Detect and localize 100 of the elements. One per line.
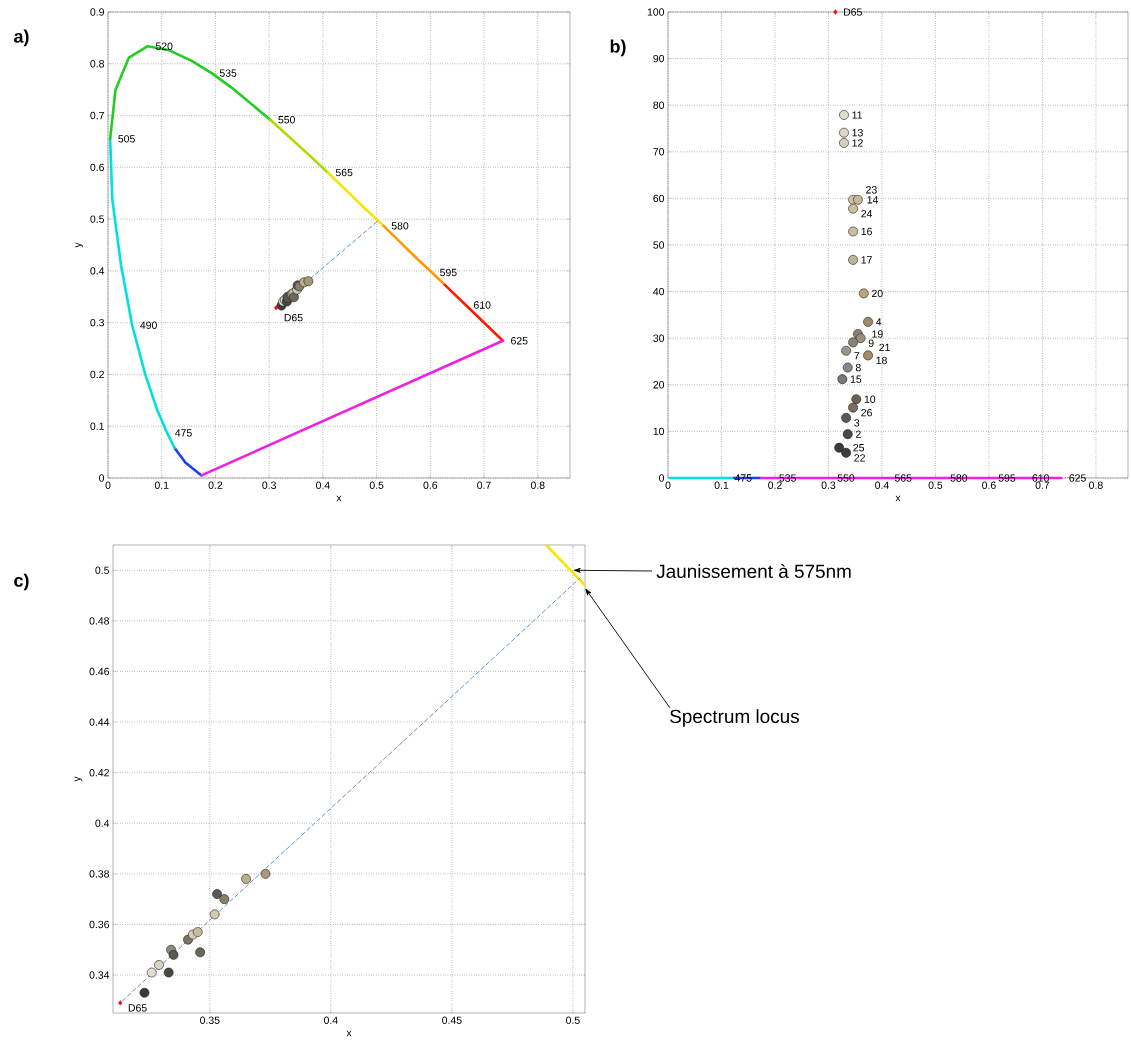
annotation: 535 — [779, 474, 796, 482]
annotation: 18 — [876, 356, 887, 365]
y-tick-label: 0.9 — [90, 8, 104, 16]
y-tick-label: 0.8 — [90, 60, 105, 68]
annotation: 17 — [861, 256, 872, 264]
annotation: 595 — [998, 474, 1016, 482]
x-tick-label: 0.8 — [1089, 481, 1103, 489]
y-tick-label: 0.42 — [89, 768, 109, 777]
y-tick-label: 0.46 — [89, 667, 110, 676]
y-tick-label: 0.6 — [90, 163, 105, 172]
annotation: 15 — [850, 375, 862, 383]
y-tick-label: 50 — [653, 241, 665, 249]
x-tick-label: 0.6 — [982, 481, 996, 489]
annotation: 610 — [474, 301, 491, 309]
annotation: Jaunissement à 575nm — [656, 563, 851, 579]
annotation: 565 — [894, 474, 912, 482]
y-tick-label: 0.5 — [90, 215, 105, 223]
y-tick-label: 0.44 — [89, 718, 110, 726]
x-axis-title: x — [346, 1030, 352, 1037]
y-tick-label: 0.38 — [89, 870, 110, 878]
x-tick-label: 0.5 — [369, 481, 384, 489]
annotation: 19 — [872, 330, 883, 338]
text: c) — [14, 573, 29, 591]
x-tick-label: 0.5 — [566, 1016, 580, 1024]
x-tick-label: 0.4 — [323, 1016, 338, 1024]
annotation: 490 — [140, 321, 157, 329]
x-tick-label: 0.4 — [316, 481, 330, 489]
annotation: 24 — [861, 210, 873, 218]
annotation: 625 — [1069, 474, 1086, 482]
y-tick-label: 70 — [653, 148, 665, 156]
y-tick-label: 40 — [653, 287, 665, 296]
annotation: 550 — [278, 115, 295, 124]
x-tick-label: 0.4 — [875, 481, 889, 489]
annotation: 4 — [875, 318, 882, 326]
x-tick-label: 0.45 — [442, 1016, 462, 1024]
annotation: 26 — [861, 408, 872, 417]
annotation: 11 — [852, 111, 863, 119]
y-tick-label: 0 — [99, 474, 105, 482]
y-tick-label: 0.5 — [95, 566, 110, 574]
annotation: 7 — [854, 352, 860, 360]
annotation: 14 — [867, 196, 879, 204]
annotation: 9 — [868, 339, 874, 347]
annotation: 22 — [854, 454, 865, 462]
x-tick-label: 0.5 — [928, 481, 943, 489]
annotation: 13 — [852, 128, 863, 137]
y-tick-label: 0 — [659, 474, 665, 482]
y-tick-label: 0.4 — [95, 819, 110, 827]
y-tick-label: 0.3 — [90, 318, 105, 327]
x-tick-label: 0.3 — [262, 481, 276, 489]
x-tick-label: 0 — [665, 481, 671, 489]
y-tick-label: 0.2 — [90, 370, 104, 379]
y-tick-label: 30 — [653, 334, 665, 342]
y-tick-label: 20 — [653, 381, 665, 389]
annotation: 23 — [866, 186, 877, 194]
annotation: 505 — [118, 135, 135, 143]
x-tick-label: 0.2 — [208, 481, 223, 489]
y-tick-label: 0.36 — [89, 920, 110, 929]
y-tick-label: 0.34 — [89, 971, 110, 979]
x-axis-title: x — [895, 495, 901, 502]
annotation: 2 — [855, 430, 861, 438]
annotation: 475 — [175, 429, 192, 437]
annotation: 580 — [950, 474, 968, 482]
annotation: 8 — [855, 363, 861, 372]
x-tick-label: 0.7 — [477, 481, 491, 489]
series-label: D65 — [128, 1004, 147, 1012]
series-label: D65 — [843, 8, 862, 16]
y-tick-label: 0.7 — [90, 111, 104, 120]
y-tick-label: 10 — [653, 427, 665, 436]
y-tick-label: 100 — [647, 8, 665, 16]
annotation: 25 — [853, 444, 865, 452]
annotation: 3 — [854, 419, 860, 427]
series-label: D65 — [284, 313, 303, 322]
annotation: 535 — [219, 69, 237, 77]
annotation: 20 — [872, 289, 883, 298]
y-tick-label: 90 — [653, 54, 665, 63]
annotation: 625 — [511, 337, 528, 345]
y-tick-label: 0.1 — [90, 422, 104, 430]
x-tick-label: 0.3 — [821, 481, 836, 489]
x-axis-title: x — [336, 495, 342, 502]
x-tick-label: 0.1 — [714, 481, 729, 489]
x-tick-label: 0.2 — [768, 481, 782, 489]
x-tick-label: 0.1 — [154, 481, 169, 489]
annotation: 550 — [837, 474, 855, 482]
y-tick-label: 0.4 — [90, 267, 105, 275]
y-tick-label: 0.48 — [89, 617, 110, 625]
annotation: 475 — [734, 474, 752, 482]
annotation: 21 — [879, 343, 890, 352]
x-tick-label: 0.8 — [530, 481, 545, 489]
annotation: 565 — [335, 168, 353, 177]
text: a) — [14, 29, 29, 47]
x-tick-label: 0.35 — [200, 1016, 220, 1024]
annotation: Spectrum locus — [670, 709, 799, 727]
annotation: 595 — [440, 268, 457, 277]
y-axis-title: y — [75, 242, 84, 248]
annotation: 12 — [852, 139, 863, 147]
annotation: 580 — [391, 222, 409, 230]
y-axis-title: y — [74, 776, 83, 782]
x-tick-label: 0.7 — [1035, 481, 1050, 489]
x-tick-label: 0.6 — [423, 481, 438, 489]
annotation: 610 — [1032, 474, 1049, 482]
